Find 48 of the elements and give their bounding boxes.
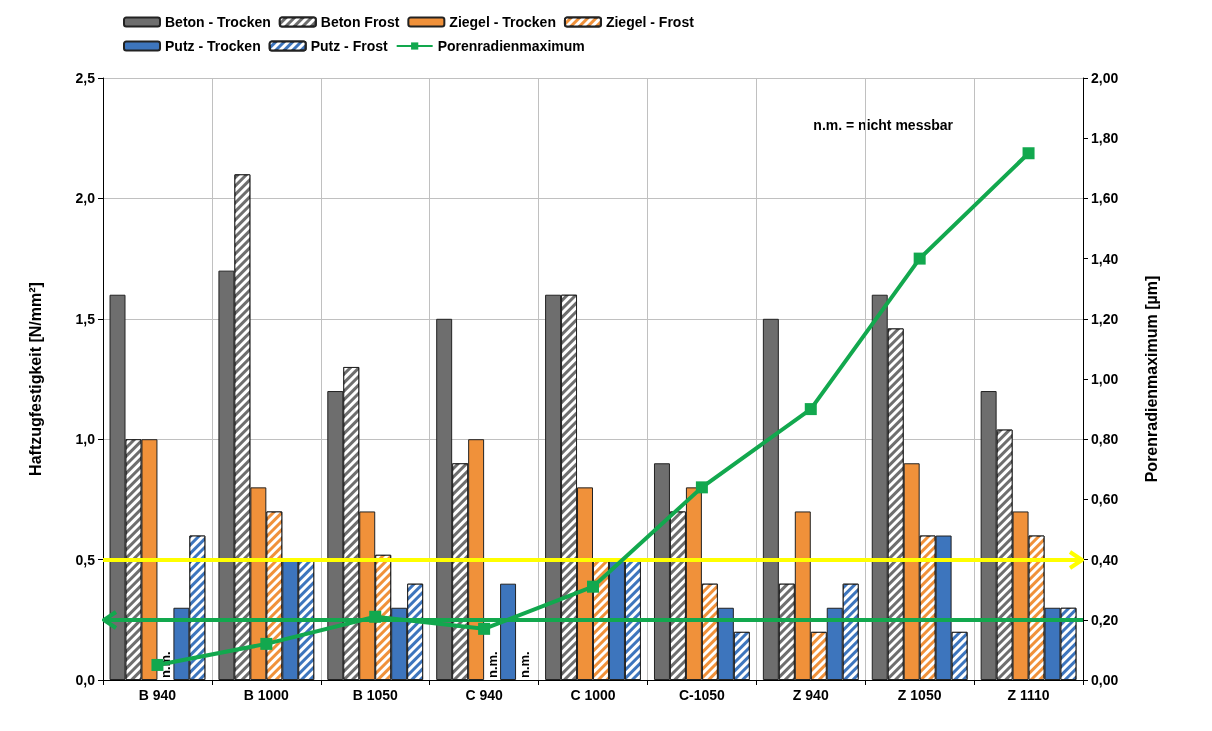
x-tick-label: Z 1110 <box>1007 687 1050 703</box>
point <box>913 252 926 265</box>
point <box>260 637 273 650</box>
y-tick-label: 1,0 <box>75 431 96 448</box>
y2-tick-label: 1,80 <box>1091 130 1119 147</box>
x-tick-label: B 940 <box>138 687 177 703</box>
y-tick-label: 2,5 <box>75 70 96 86</box>
x-tick-label: B 1000 <box>243 687 290 703</box>
legend-label: Porenradienmaximum <box>437 38 585 54</box>
legend-label: Ziegel - Trocken <box>449 14 556 30</box>
y-tick-label: 1,5 <box>75 310 96 327</box>
x-tick-label: C 940 <box>465 687 503 703</box>
point <box>369 610 382 623</box>
annotation: n.m. <box>484 651 500 678</box>
y2-tick-label: 1,00 <box>1091 371 1119 387</box>
y-tick-label: 2,0 <box>75 190 96 207</box>
y2-tick-label: 0,00 <box>1091 672 1119 688</box>
y2-axis-title: Porenradienmaximum [µm] <box>1142 275 1160 483</box>
y2-tick-label: 0,80 <box>1091 431 1119 448</box>
y2-tick-label: 0,60 <box>1091 491 1119 508</box>
point <box>804 403 817 416</box>
legend-label: Ziegel - Frost <box>605 14 695 30</box>
legend-label: Putz - Trocken <box>165 38 261 54</box>
y2-tick-label: 2,00 <box>1091 70 1119 86</box>
x-tick-label: C-1050 <box>678 687 726 703</box>
y-tick-label: 0,5 <box>75 551 96 568</box>
point <box>695 481 708 494</box>
legend-label: Beton - Trocken <box>165 14 271 30</box>
legend-label: Beton Frost <box>320 14 400 30</box>
point <box>478 622 491 635</box>
x-tick-label: Z 940 <box>792 687 829 703</box>
x-tick-label: B 1050 <box>352 687 398 703</box>
x-tick-label: Z 1050 <box>897 687 942 703</box>
point <box>151 658 164 671</box>
point <box>587 580 599 593</box>
y2-tick-label: 0,40 <box>1091 551 1119 568</box>
y-tick-label: 0,0 <box>75 672 96 688</box>
y2-tick-label: 1,40 <box>1091 250 1119 267</box>
annotation: n.m. = nicht messbar <box>813 117 954 133</box>
y2-tick-label: 1,20 <box>1091 310 1119 327</box>
y2-tick-label: 0,20 <box>1091 611 1119 628</box>
legend-label: Putz - Frost <box>310 38 389 54</box>
annotation: n.m. <box>516 651 532 678</box>
point <box>1022 147 1035 160</box>
y2-tick-label: 1,60 <box>1091 190 1119 207</box>
y-axis-title: Haftzugfestigkeit [N/mm²] <box>26 282 44 476</box>
bar <box>500 583 517 680</box>
x-tick-label: C 1000 <box>570 687 616 703</box>
